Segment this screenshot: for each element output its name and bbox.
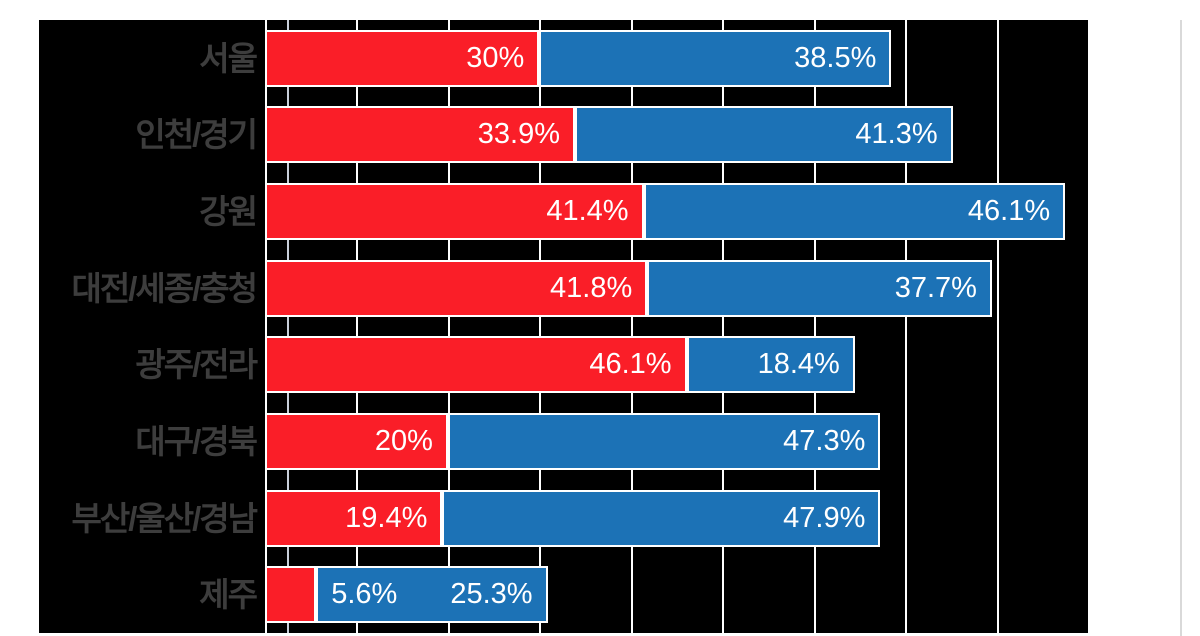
category-label: 서울	[199, 39, 258, 77]
bar-track: 46.1% 18.4%	[265, 336, 1088, 394]
blue-bar-segment: 46.1%	[643, 183, 1066, 241]
bar-track: 20% 47.3%	[265, 412, 1088, 470]
bar-track: 30% 38.5%	[265, 29, 1088, 87]
category-label: 부산/울산/경남	[71, 499, 259, 537]
chart-row: 대구/경북 20% 47.3%	[39, 403, 1088, 480]
category-label: 제주	[199, 576, 258, 614]
red-bar-value-label: 41.4%	[546, 195, 629, 228]
minor-gridline	[287, 20, 289, 633]
red-bar-value-label: 46.1%	[589, 348, 672, 381]
chart-row: 제주 5.6% 25.3%	[39, 556, 1088, 633]
bar-track: 19.4% 47.9%	[265, 489, 1088, 547]
red-bar-segment: 33.9%	[265, 106, 575, 164]
red-bar-value-label: 33.9%	[477, 118, 560, 151]
red-bar-segment: 19.4%	[265, 489, 443, 547]
blue-bar-value-label: 25.3%	[450, 578, 533, 611]
blue-bar-value-label: 47.9%	[783, 501, 866, 534]
blue-bar-segment: 18.4%	[686, 336, 855, 394]
red-bar-segment: 41.8%	[265, 259, 648, 317]
red-bar-segment: 30%	[265, 29, 540, 87]
chart-row: 대전/세종/충청 41.8% 37.7%	[39, 250, 1088, 327]
red-bar-segment: 41.4%	[265, 183, 644, 241]
chart-row: 인천/경기 33.9% 41.3%	[39, 97, 1088, 174]
blue-bar-value-label: 37.7%	[894, 271, 977, 304]
bar-track: 41.8% 37.7%	[265, 259, 1088, 317]
major-gridline	[630, 20, 633, 633]
blue-bar-segment: 47.9%	[442, 489, 881, 547]
red-bar-value-label: 30%	[466, 41, 525, 74]
category-label: 대구/경북	[135, 422, 258, 460]
stacked-bar-chart: 서울 30% 38.5% 인천/경기 33.9% 41.3% 강원 41.4% …	[39, 20, 1088, 633]
blue-bar-segment: 37.7%	[647, 259, 992, 317]
category-label: 대전/세종/충청	[71, 269, 259, 307]
blue-bar-value-label: 38.5%	[794, 41, 877, 74]
major-gridline	[447, 20, 450, 633]
blue-bar-value-label: 47.3%	[783, 424, 866, 457]
plot-area	[265, 20, 1088, 633]
major-gridline	[539, 20, 542, 633]
major-gridline	[722, 20, 725, 633]
chart-row: 강원 41.4% 46.1%	[39, 173, 1088, 250]
bar-track: 41.4% 46.1%	[265, 183, 1088, 241]
red-bar-segment: 46.1%	[265, 336, 687, 394]
blue-bar-segment: 41.3%	[574, 106, 953, 164]
category-label: 광주/전라	[135, 346, 258, 384]
red-bar-value-label: 20%	[374, 424, 433, 457]
blue-bar-segment: 5.6% 25.3%	[316, 566, 548, 624]
blue-bar-value-label: 41.3%	[855, 118, 938, 151]
red-value-spill-label: 5.6%	[331, 578, 398, 611]
bar-track: 33.9% 41.3%	[265, 106, 1088, 164]
page-edge-divider-line	[1180, 20, 1182, 636]
chart-row: 부산/울산/경남 19.4% 47.9%	[39, 480, 1088, 557]
major-gridline	[813, 20, 816, 633]
major-gridline	[996, 20, 999, 633]
red-bar-segment	[265, 566, 317, 624]
major-gridline	[356, 20, 359, 633]
axis-line	[265, 20, 267, 633]
red-bar-segment: 20%	[265, 412, 448, 470]
red-bar-value-label: 41.8%	[550, 271, 633, 304]
chart-row: 서울 30% 38.5%	[39, 20, 1088, 97]
category-label: 인천/경기	[135, 116, 258, 154]
category-label: 강원	[199, 193, 258, 231]
major-gridline	[905, 20, 908, 633]
blue-bar-value-label: 46.1%	[967, 195, 1051, 228]
chart-rows: 서울 30% 38.5% 인천/경기 33.9% 41.3% 강원 41.4% …	[39, 20, 1088, 633]
chart-row: 광주/전라 46.1% 18.4%	[39, 327, 1088, 404]
red-bar-value-label: 19.4%	[345, 501, 428, 534]
blue-bar-value-label: 18.4%	[757, 348, 840, 381]
blue-bar-segment: 47.3%	[447, 412, 881, 470]
bar-track: 5.6% 25.3%	[265, 566, 1088, 624]
blue-bar-segment: 38.5%	[539, 29, 892, 87]
